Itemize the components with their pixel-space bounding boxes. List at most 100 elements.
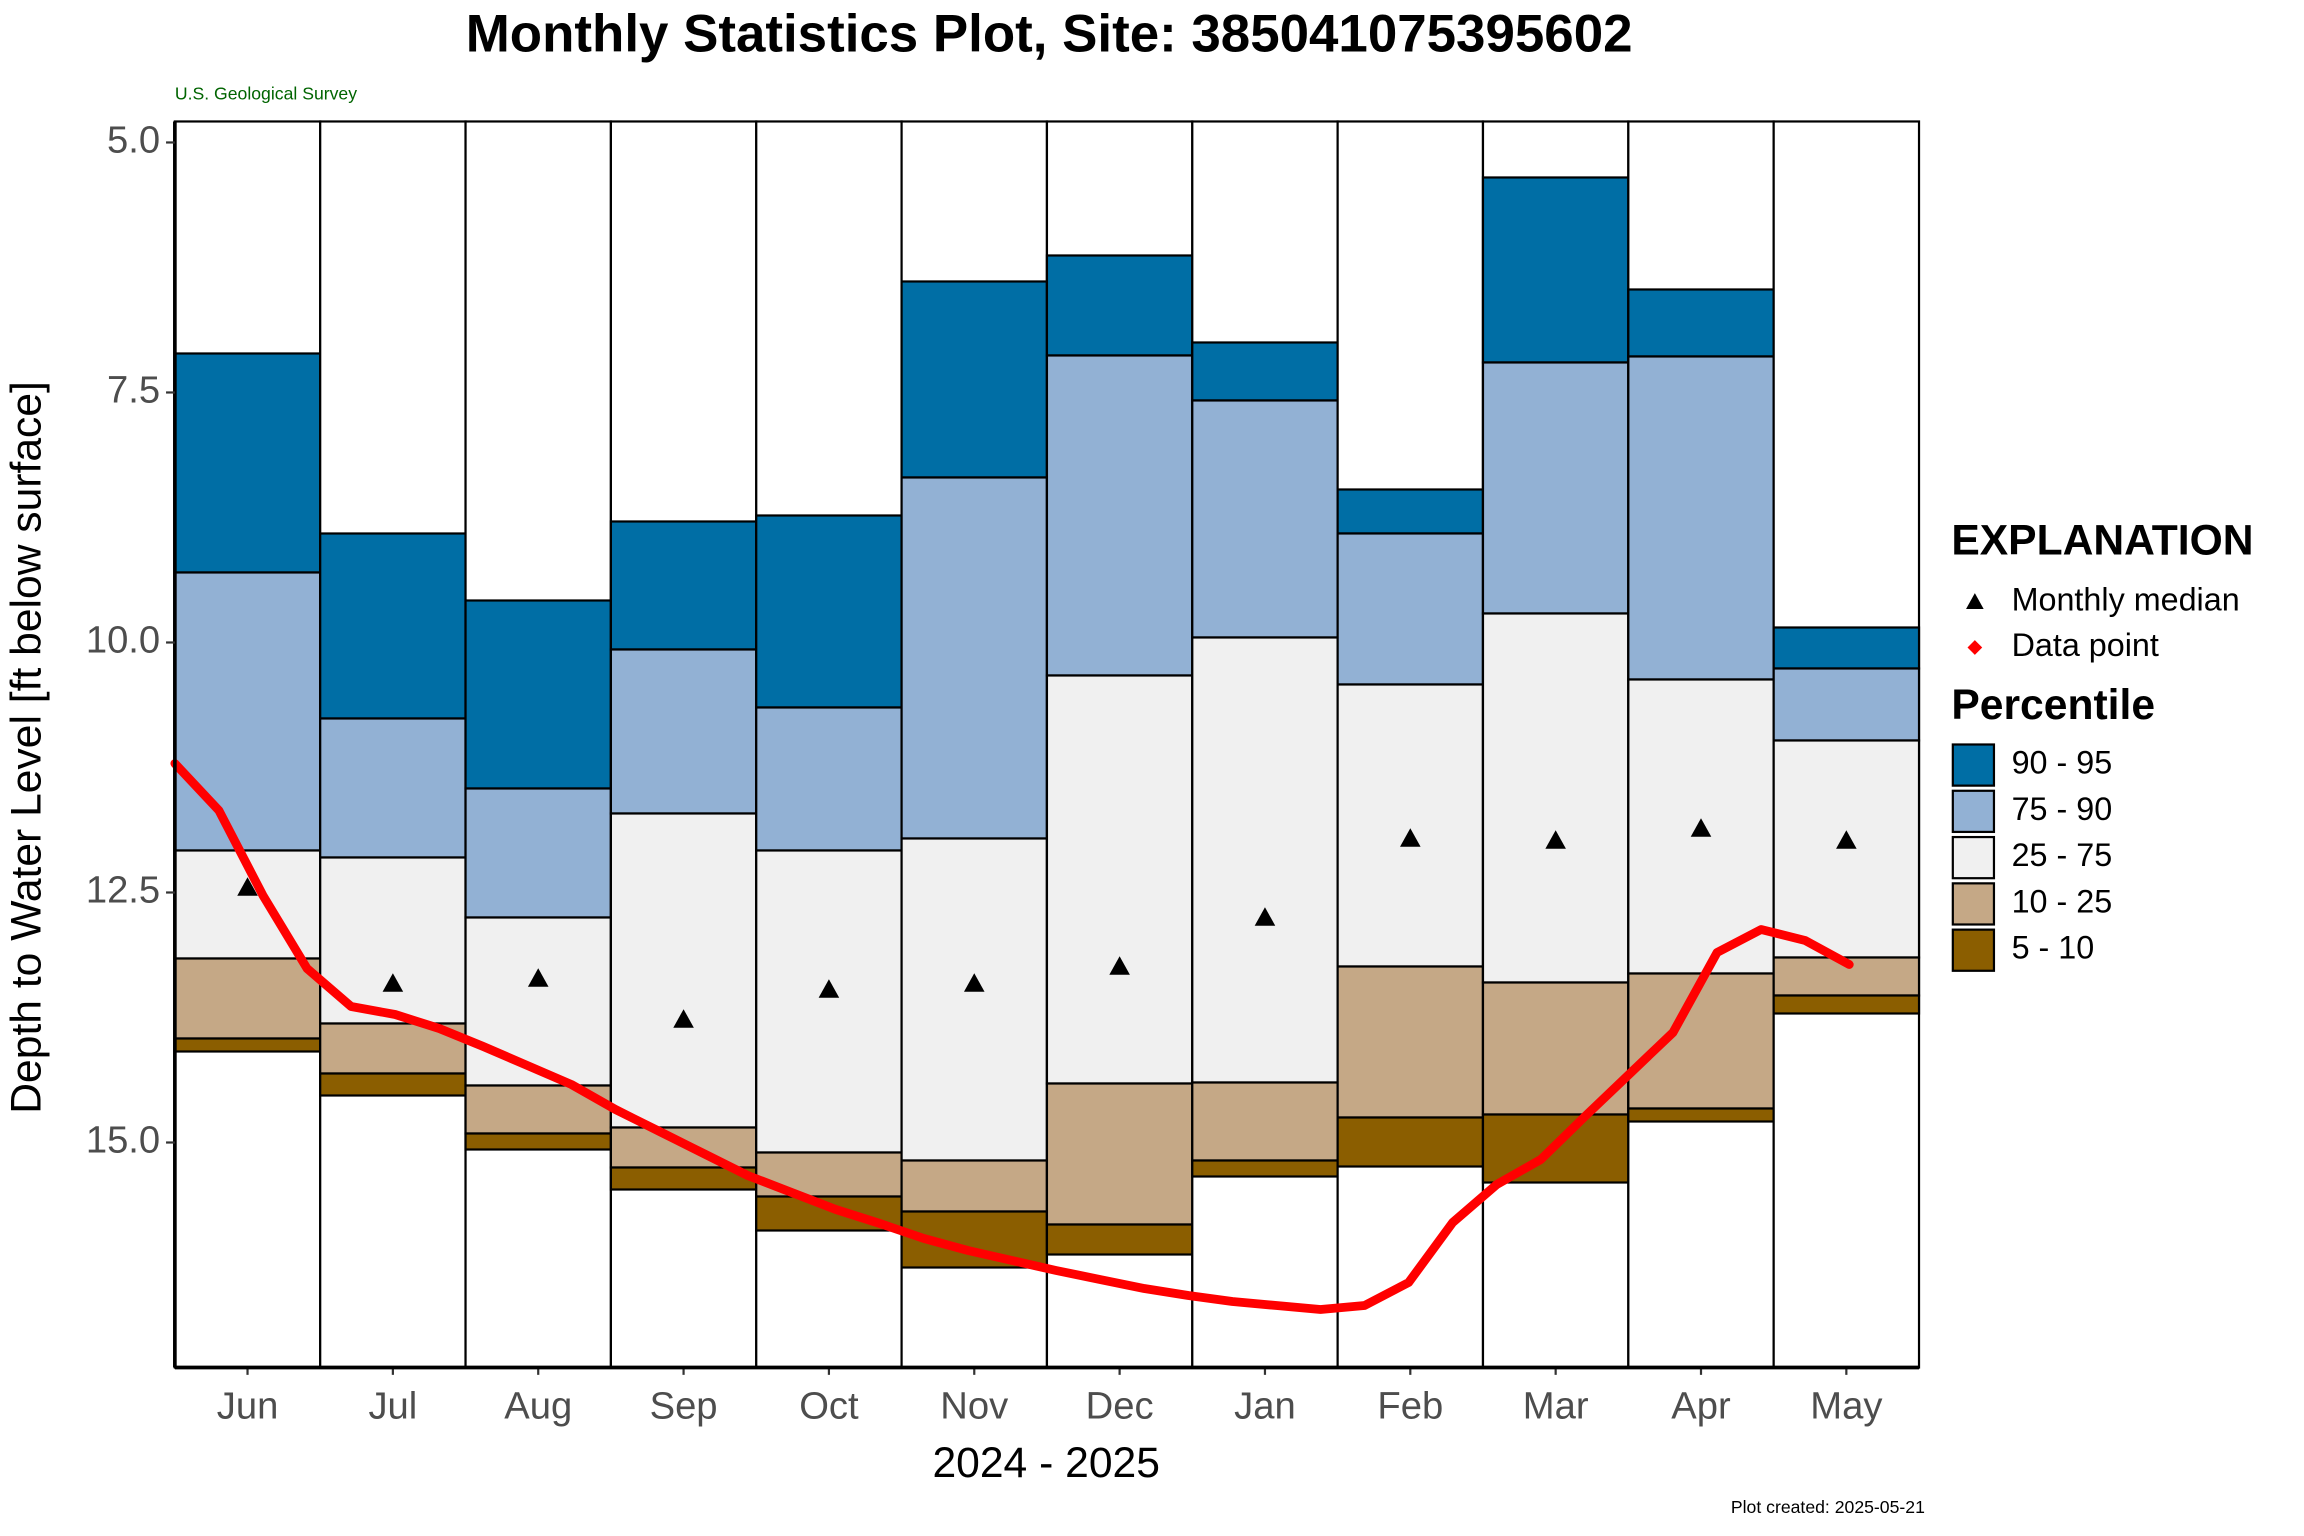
percentile-band bbox=[1191, 341, 1339, 402]
percentile-band bbox=[900, 837, 1049, 1162]
percentile-band bbox=[900, 1159, 1049, 1213]
percentile-band bbox=[319, 1072, 467, 1097]
percentile-band bbox=[1772, 994, 1921, 1015]
percentile-band bbox=[464, 1132, 613, 1151]
percentile-band bbox=[173, 571, 322, 852]
chart-title: Monthly Statistics Plot, Site: 385041075… bbox=[466, 5, 1633, 64]
legend-marker bbox=[1966, 593, 1984, 610]
x-tick-label: Mar bbox=[1523, 1385, 1589, 1428]
y-tick-label: 10.0 bbox=[86, 619, 160, 662]
percentile-band bbox=[1481, 361, 1630, 615]
percentile-band bbox=[1045, 354, 1194, 677]
percentile-band bbox=[1045, 1223, 1194, 1256]
median-marker bbox=[1109, 956, 1130, 975]
legend-swatch bbox=[1951, 835, 1996, 880]
x-tick-label: May bbox=[1810, 1385, 1883, 1428]
legend-title: EXPLANATION bbox=[1951, 516, 2253, 564]
percentile-band bbox=[609, 648, 758, 815]
legend-swatch bbox=[1951, 928, 1996, 972]
median-marker bbox=[963, 973, 985, 992]
median-marker bbox=[527, 968, 549, 987]
percentile-band bbox=[755, 706, 903, 852]
x-tick-label: Jul bbox=[368, 1385, 417, 1428]
y-axis-label: Depth to Water Level [ft below surface] bbox=[3, 381, 51, 1114]
median-marker bbox=[673, 1009, 694, 1028]
percentile-band bbox=[173, 957, 322, 1040]
percentile-band bbox=[900, 280, 1049, 479]
x-tick-label: Jun bbox=[217, 1385, 279, 1428]
x-tick-label: Apr bbox=[1671, 1385, 1731, 1428]
x-tick-label: Oct bbox=[799, 1385, 859, 1428]
percentile-band bbox=[755, 514, 903, 709]
percentile-band bbox=[464, 916, 613, 1087]
percentile-band bbox=[609, 520, 758, 651]
median-marker bbox=[1400, 828, 1421, 847]
percentile-band bbox=[1627, 288, 1775, 358]
percentile-band bbox=[1772, 626, 1921, 670]
x-tick-label: Aug bbox=[504, 1385, 572, 1428]
y-tick-label: 7.5 bbox=[107, 369, 160, 412]
percentile-band bbox=[1191, 1081, 1339, 1162]
median-marker bbox=[1545, 830, 1566, 849]
percentile-band bbox=[609, 812, 758, 1129]
plot-note: Plot created: 2025-05-21 bbox=[1731, 1497, 1925, 1517]
percentile-band bbox=[1627, 1107, 1775, 1123]
percentile-band bbox=[1336, 488, 1485, 535]
percentile-band bbox=[1191, 399, 1339, 639]
percentile-band bbox=[1336, 532, 1485, 686]
percentile-band bbox=[1045, 674, 1194, 1085]
median-marker bbox=[382, 973, 404, 992]
percentile-band bbox=[1045, 254, 1194, 357]
percentile-band bbox=[900, 476, 1049, 840]
median-marker bbox=[818, 979, 840, 998]
percentile-band bbox=[1191, 1159, 1339, 1178]
percentile-band bbox=[319, 532, 467, 720]
legend-label: 10 - 25 bbox=[2012, 883, 2113, 919]
x-tick-label: Feb bbox=[1377, 1385, 1443, 1428]
percentile-band bbox=[1481, 612, 1630, 984]
percentile-band bbox=[1481, 176, 1630, 364]
percentile-band bbox=[173, 352, 322, 574]
percentile-band bbox=[464, 599, 613, 790]
legend-label: 5 - 10 bbox=[2012, 930, 2095, 966]
legend-swatch bbox=[1951, 789, 1996, 834]
data-line bbox=[170, 759, 1854, 1314]
y-tick-label: 15.0 bbox=[86, 1119, 160, 1162]
percentile-band bbox=[173, 1037, 322, 1053]
legend-label: 90 - 95 bbox=[2012, 745, 2113, 781]
x-axis-label: 2024 - 2025 bbox=[932, 1439, 1159, 1487]
x-tick-label: Jan bbox=[1234, 1385, 1296, 1428]
legend-label: Data point bbox=[2012, 627, 2159, 663]
median-marker bbox=[237, 877, 258, 896]
y-tick-label: 12.5 bbox=[86, 869, 160, 912]
x-tick-label: Dec bbox=[1086, 1385, 1154, 1428]
percentile-band bbox=[1772, 667, 1921, 742]
median-marker bbox=[1254, 907, 1276, 926]
percentile-band bbox=[1336, 1116, 1485, 1168]
legend-marker bbox=[1967, 640, 1983, 655]
legend-label: 25 - 75 bbox=[2012, 837, 2113, 873]
x-tick-label: Sep bbox=[650, 1385, 718, 1428]
legend-label: Monthly median bbox=[2012, 581, 2240, 617]
percentile-band bbox=[464, 787, 613, 919]
percentile-band bbox=[755, 849, 903, 1154]
percentile-band bbox=[1772, 739, 1921, 959]
legend-swatch bbox=[1951, 743, 1996, 787]
median-marker bbox=[1690, 818, 1712, 837]
percentile-band bbox=[1045, 1082, 1194, 1226]
percentile-band bbox=[1336, 965, 1485, 1119]
legend-title: Percentile bbox=[1951, 681, 2155, 729]
percentile-band bbox=[319, 717, 467, 859]
percentile-band bbox=[1336, 683, 1485, 968]
x-tick-label: Nov bbox=[940, 1385, 1008, 1428]
subtitle: U.S. Geological Survey bbox=[175, 84, 357, 104]
percentile-band bbox=[1627, 355, 1775, 681]
y-tick-label: 5.0 bbox=[107, 119, 160, 162]
percentile-band bbox=[1627, 972, 1775, 1110]
median-marker bbox=[1836, 830, 1857, 849]
percentile-band bbox=[1191, 636, 1339, 1084]
legend-label: 75 - 90 bbox=[2012, 791, 2113, 827]
legend-swatch bbox=[1951, 882, 1996, 926]
